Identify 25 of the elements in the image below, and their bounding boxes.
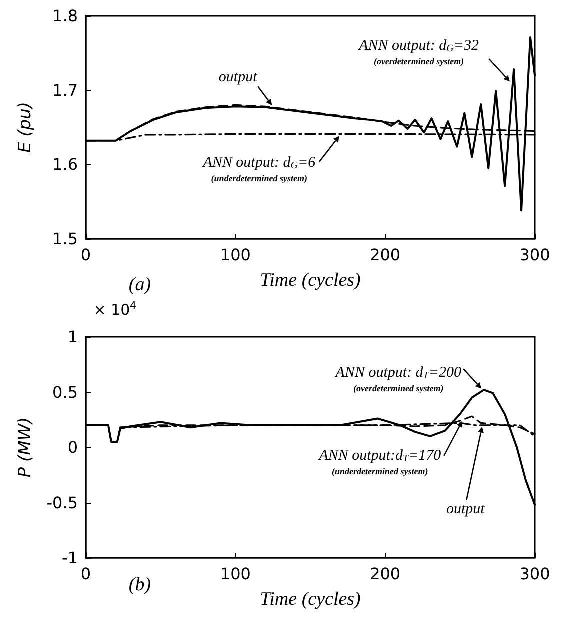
annotation: output	[446, 501, 486, 518]
x-tick-label: 100	[220, 246, 251, 264]
y-tick-label: 1.7	[52, 80, 78, 100]
y-tick-label: 1.8	[52, 6, 78, 26]
y-axis-title: E (pu)	[16, 102, 36, 153]
y-tick-label: 1.6	[52, 155, 78, 174]
x-tick-label: 300	[520, 246, 550, 264]
x-tick-label: 200	[370, 246, 401, 264]
y-tick-label: 0.5	[52, 382, 78, 402]
text: (a)	[128, 274, 152, 296]
x-tick-label: 100	[220, 564, 251, 584]
y-tick-label: 1.5	[52, 230, 78, 248]
x-axis-title: Time (cycles)	[260, 270, 361, 291]
x-tick-label: 300	[520, 564, 550, 584]
y-tick-label: -1	[62, 548, 78, 568]
text: (b)	[128, 574, 152, 596]
y-axis-title: P (MW)	[16, 417, 36, 478]
x-tick-label: 0	[80, 246, 92, 264]
x-tick-label: 0	[80, 564, 92, 584]
y-tick-label: -0.5	[46, 493, 78, 512]
annotation: output	[218, 70, 258, 86]
x-axis-title: Time (cycles)	[260, 589, 361, 610]
y-tick-label: 1	[68, 328, 78, 346]
y-tick-label: 0	[68, 438, 78, 457]
x-tick-label: 200	[370, 564, 401, 584]
